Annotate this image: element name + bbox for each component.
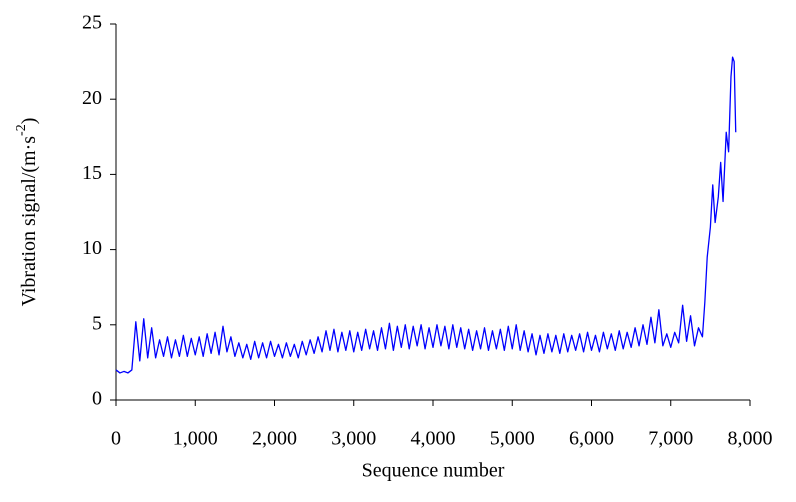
y-tick-label: 0 — [92, 388, 102, 410]
x-tick-label: 1,000 — [173, 428, 218, 450]
x-tick-label: 7,000 — [648, 428, 693, 450]
y-tick-label: 15 — [82, 162, 102, 184]
signal-line — [115, 56, 737, 374]
x-tick-label: 8,000 — [728, 428, 773, 450]
x-tick-label: 4,000 — [411, 428, 456, 450]
x-tick-label: 6,000 — [569, 428, 614, 450]
x-axis-label: Sequence number — [362, 460, 505, 482]
y-axis-label: Vibration signal/(m·s-2) — [14, 118, 39, 307]
x-tick-label: 0 — [111, 428, 121, 450]
y-axis-label-sup: -2 — [14, 124, 29, 136]
y-tick-label: 5 — [92, 312, 102, 334]
x-tick-label: 5,000 — [490, 428, 535, 450]
y-axis-label-text: Vibration signal/(m·s — [18, 136, 40, 307]
x-tick-label: 2,000 — [252, 428, 297, 450]
y-tick-label: 10 — [82, 237, 102, 259]
y-axis-label-end: ) — [18, 118, 40, 125]
y-tick-label: 25 — [82, 12, 102, 34]
y-tick-label: 20 — [82, 87, 102, 109]
x-tick-label: 3,000 — [331, 428, 376, 450]
